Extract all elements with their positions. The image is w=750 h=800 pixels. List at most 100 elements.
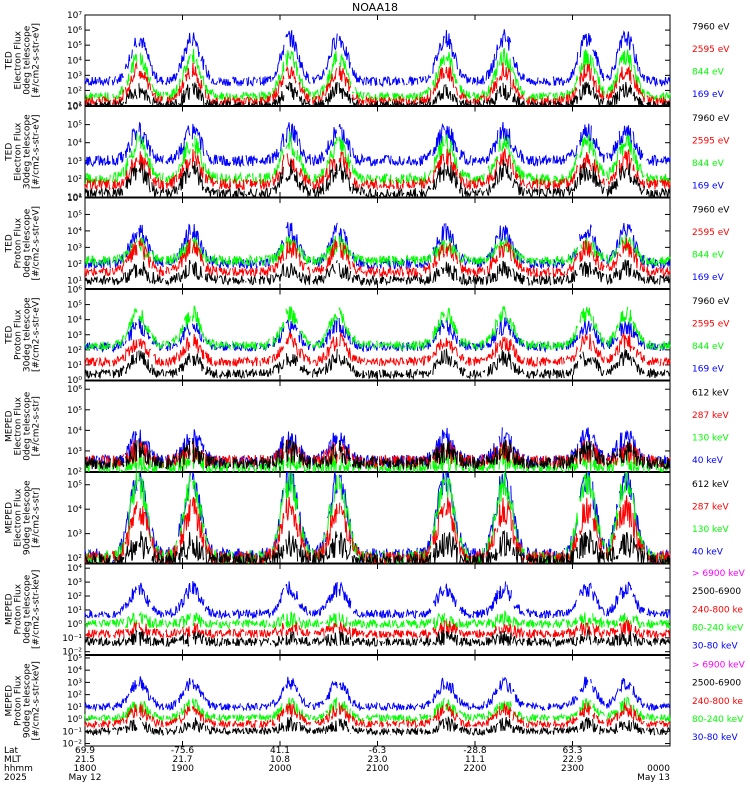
series-black	[84, 715, 671, 737]
y-tick-label: 10³	[67, 678, 82, 688]
y-tick-label: 10⁵	[67, 210, 82, 220]
y-axis-label-line: Electron Flux	[14, 488, 24, 547]
y-tick-label: 10⁶	[67, 385, 82, 395]
y-tick-label: 10⁻¹	[62, 634, 82, 644]
legend-entry: 844 eV	[692, 251, 725, 261]
legend-entry: 7960 eV	[692, 22, 730, 32]
series-red	[84, 495, 671, 565]
x-row-label: hhmm	[4, 764, 33, 774]
series-blue	[84, 580, 671, 621]
y-tick-label: 10⁵	[67, 654, 82, 664]
y-tick-label: 10⁵	[67, 41, 82, 51]
y-tick-label: 10⁴	[67, 316, 82, 326]
y-axis-label-line: 0deg telescope	[23, 25, 33, 95]
y-axis-label-line: [#/cm2-s-str]	[32, 488, 42, 548]
y-tick-label: 10⁰	[67, 715, 82, 725]
y-tick-label: 10⁶	[67, 286, 82, 296]
y-tick-label: 10⁴	[67, 666, 82, 676]
y-axis-label-line: MEPED	[5, 593, 15, 625]
series-red	[84, 332, 671, 369]
y-axis-label-line: Proton Flux	[14, 583, 24, 634]
y-axis-label-line: Proton Flux	[14, 675, 24, 726]
x-tick-label-lat: -6.3	[369, 746, 387, 756]
y-tick-label: 10⁵	[67, 481, 82, 491]
y-axis-label-line: Electron Flux	[14, 396, 24, 455]
y-tick-label: 10⁵	[67, 301, 82, 311]
x-tick-label-hhmm: 2200	[464, 764, 487, 774]
y-tick-label: 10⁻²	[62, 648, 82, 658]
x-tick-label-mlt: 11.1	[465, 755, 485, 765]
y-tick-label: 10³	[67, 578, 82, 588]
legend-entry: 80-240 keV	[692, 715, 744, 725]
x-row-label: 2025	[4, 773, 27, 783]
legend-entry: 40 keV	[692, 548, 724, 558]
y-axis-label-line: 0deg telescope	[23, 574, 33, 644]
y-tick-label: 10³	[67, 243, 82, 253]
y-tick-label: 10³	[67, 331, 82, 341]
y-axis-label-line: [#/cm2-s-str-eV]	[32, 297, 42, 372]
y-axis-label-line: MEPED	[5, 410, 15, 442]
series-black	[85, 81, 670, 108]
y-axis-label: MEPED Proton Flux 0deg telescope [#/cm2-s-s…	[5, 570, 42, 649]
y-axis-label-line: Electron Flux	[14, 122, 24, 181]
y-axis-label-line: MEPED	[5, 685, 15, 717]
panel-meped-electron-90deg: 10² 10³ 10⁴ 10⁵ MEPED Electron Flux 90deg tele…	[5, 471, 729, 565]
legend-entry: 612 keV	[692, 480, 729, 490]
series-red	[84, 702, 671, 730]
panel-frame	[84, 289, 671, 381]
y-tick-label: 10³	[67, 530, 82, 540]
x-tick-label-lat: -75.6	[171, 746, 195, 756]
y-axis-label-line: 0deg telescope	[23, 208, 33, 278]
x-row-label: MLT	[4, 755, 22, 765]
y-tick-label: 10⁶	[67, 194, 82, 204]
x-tick-label-hhmm: 2300	[561, 764, 584, 774]
y-tick-label: 10⁴	[67, 139, 82, 149]
panel-meped-proton-0deg: 10⁻² 10⁻¹ 10⁰ 10¹ 10² 10³ 10⁴ MEPED Proton Flux 0…	[5, 563, 746, 658]
y-tick-label: 10⁴	[67, 426, 82, 436]
x-tick-label-lat: 69.9	[75, 746, 95, 756]
x-tick-label-date: May 12	[69, 773, 102, 783]
legend-entry: 2595 eV	[692, 228, 730, 238]
y-axis-label: TED Electron Flux 0deg telescope [#/cm2-s-s…	[5, 23, 42, 98]
legend-entry: 240-800 ke	[692, 605, 743, 615]
legend-entry: 7960 eV	[692, 114, 730, 124]
y-tick-label: 10⁴	[67, 505, 82, 515]
y-tick-label: 10¹	[67, 606, 82, 616]
panel-meped-proton-90deg: 10⁻² 10⁻¹ 10⁰ 10¹ 10² 10³ 10⁴ 10⁵ MEPED Proton Fl…	[5, 654, 746, 750]
y-tick-label: 10⁶	[67, 26, 82, 36]
legend-entry: 169 eV	[692, 273, 725, 283]
y-axis-label-line: Proton Flux	[14, 309, 24, 360]
y-axis-label-line: MEPED	[5, 502, 15, 534]
legend-entry: 2595 eV	[692, 45, 730, 55]
y-tick-label: 10⁶	[67, 103, 82, 113]
legend-entry: 169 eV	[692, 365, 725, 375]
legend-entry: 30-80 keV	[692, 641, 738, 651]
legend-entry: 169 eV	[692, 90, 725, 100]
y-tick-label: 10³	[67, 447, 82, 457]
legend-entry: 30-80 keV	[692, 733, 738, 743]
y-axis-label-line: TED	[5, 143, 15, 162]
series-blue	[84, 676, 671, 712]
y-tick-label: 10²	[67, 346, 82, 356]
series-green	[84, 610, 671, 630]
panel-ted-proton-30deg: 10⁰ 10¹ 10² 10³ 10⁴ 10⁵ 10⁶ TED Proton Flux 30deg…	[5, 286, 731, 387]
x-tick-label-hhmm: 1800	[74, 764, 97, 774]
y-tick-label: 10²	[67, 592, 82, 602]
y-axis-label: MEPED Electron Flux 0deg telescope [#/cm2-s…	[5, 391, 42, 461]
y-axis-label-line: [#/cm2-s-str-keV]	[32, 570, 42, 649]
x-tick-label-mlt: 23.0	[367, 755, 387, 765]
x-tick-label-mlt: 22.9	[562, 755, 582, 765]
y-tick-label: 10⁴	[67, 56, 82, 66]
panel-ted-proton-0deg: 10¹ 10² 10³ 10⁴ 10⁵ 10⁶ TED Proton Flux 0deg tel…	[5, 194, 730, 289]
x-tick-label-mlt: 21.5	[75, 755, 95, 765]
legend-entry: 169 eV	[692, 182, 725, 192]
series-blue	[84, 121, 671, 168]
x-row-label: Lat	[4, 746, 19, 756]
chart-title: NOAA18	[352, 1, 398, 14]
series-black	[84, 348, 671, 381]
y-axis-label-line: [#/cm2-s-str-keV]	[32, 661, 42, 740]
series-black	[84, 628, 671, 648]
series-red	[84, 148, 671, 192]
y-axis-label-line: [#/cm2-s-str-eV]	[32, 23, 42, 98]
legend-entry: > 6900 keV	[692, 569, 746, 579]
